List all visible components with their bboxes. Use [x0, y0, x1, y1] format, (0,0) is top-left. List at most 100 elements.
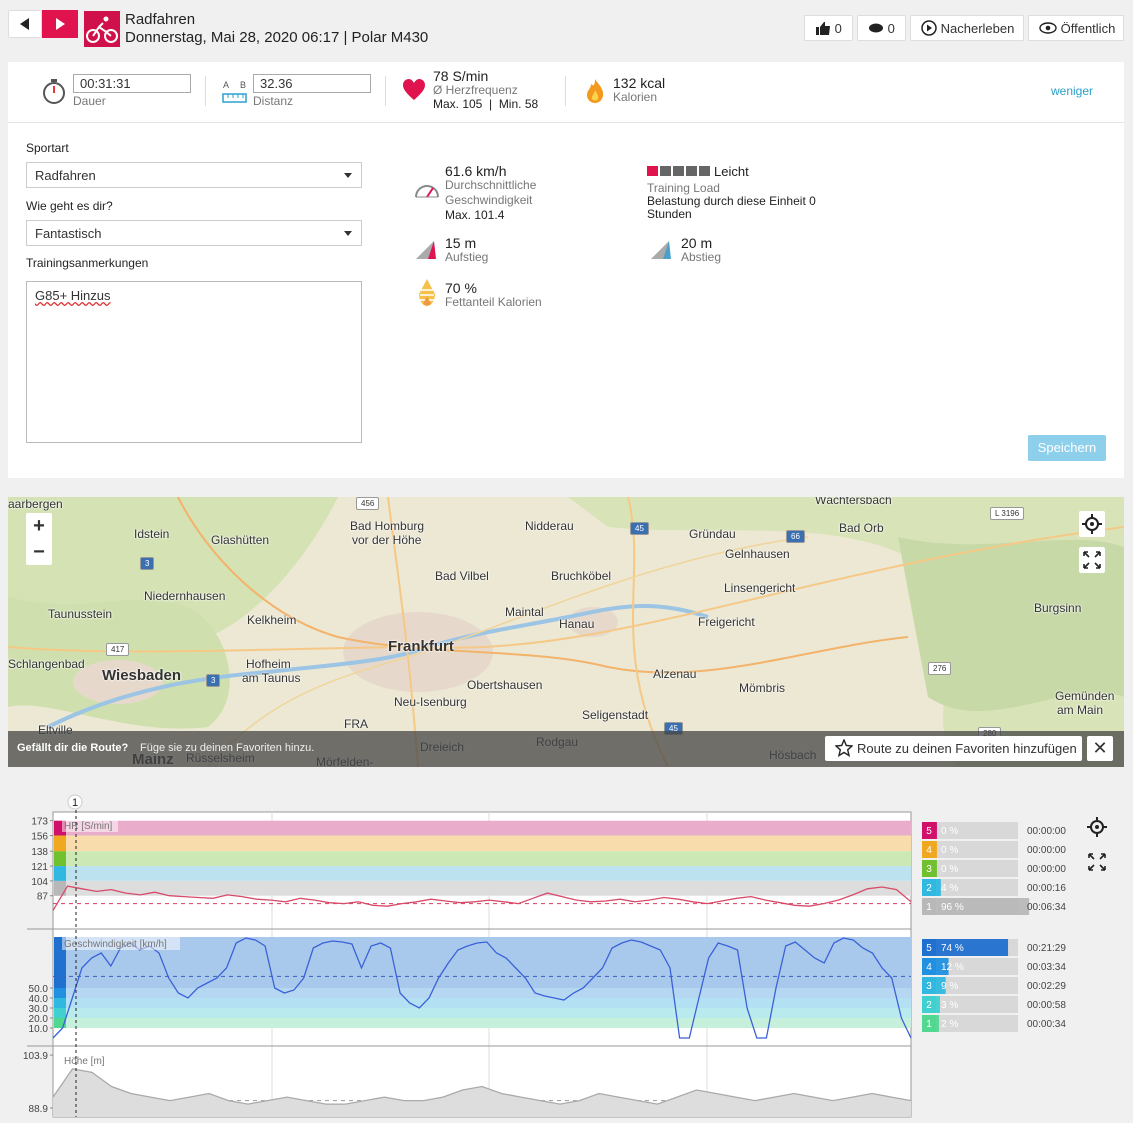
zone-number: 4	[926, 845, 932, 856]
duration-input[interactable]: 00:31:31	[73, 74, 191, 93]
kcal-label: Kalorien	[613, 90, 658, 104]
zone-time: 00:00:00	[1027, 845, 1066, 856]
map-label: vor der Höhe	[352, 533, 422, 547]
map-label: Glashütten	[211, 533, 270, 547]
map-label: Idstein	[134, 527, 170, 541]
ascent-icon	[416, 241, 436, 259]
fullscreen-button[interactable]	[1079, 547, 1105, 573]
zone-marker	[54, 880, 66, 896]
close-banner[interactable]: ✕	[1087, 736, 1113, 761]
zone-percent: 0 %	[941, 864, 958, 875]
zone-marker	[54, 1008, 66, 1018]
zone-marker	[54, 988, 66, 998]
likes: 0	[834, 21, 842, 36]
y-tick-label: 20.0	[29, 1014, 49, 1025]
zone-number-box	[922, 1015, 936, 1032]
map-label: Bad Vilbel	[435, 569, 489, 583]
duration-label: Dauer	[73, 94, 106, 108]
map-label: Burgsinn	[1034, 601, 1082, 615]
like-button[interactable]: 0	[804, 15, 853, 41]
forward-button[interactable]	[42, 10, 78, 38]
zone-percent: 0 %	[941, 845, 958, 856]
zone-percent: 74 %	[941, 943, 964, 954]
zone-time: 00:06:34	[1027, 902, 1066, 913]
road-shield: 456	[356, 497, 380, 510]
locate-button[interactable]	[1079, 511, 1105, 537]
map-label: am Main	[1057, 703, 1104, 717]
zone-band	[54, 835, 911, 852]
zone-marker	[54, 866, 66, 881]
y-tick-label: 103.9	[23, 1051, 48, 1062]
zone-bar-bg	[937, 996, 1018, 1013]
road-shield: 3	[206, 674, 221, 687]
hr-value: 78 S/min	[433, 68, 489, 84]
load-value: Leicht	[714, 164, 749, 179]
map-label: Hofheim	[246, 657, 291, 671]
zone-number: 5	[926, 943, 932, 954]
map-label: Schlangenbad	[8, 657, 85, 671]
map-label: Frankfurt	[388, 638, 454, 655]
fat-value: 70 %	[445, 280, 477, 296]
zone-number-box	[922, 977, 936, 994]
map[interactable]: aarbergen Idstein Glashütten Bad Homburg vor…	[8, 497, 1124, 767]
zone-number-box	[922, 939, 936, 956]
back-button[interactable]	[8, 10, 42, 38]
fat-label: Fettanteil Kalorien	[445, 295, 542, 309]
save-button[interactable]: Speichern	[1028, 435, 1106, 461]
zone-bar-bg	[937, 860, 1018, 877]
icon	[20, 18, 29, 30]
speed-max: Max. 101.4	[445, 208, 505, 222]
sport-label: Sportart	[26, 141, 69, 155]
zone-number: 3	[926, 981, 932, 992]
ascent-value: 15 m	[445, 235, 477, 251]
descent-value: 20 m	[681, 235, 713, 251]
zoom-controls[interactable]: + −	[26, 513, 52, 565]
feeling-select[interactable]: Fantastisch	[26, 220, 362, 246]
road-shield: 276	[928, 662, 952, 675]
sport-select[interactable]: Radfahren	[26, 162, 362, 188]
speed-icon	[415, 185, 439, 198]
zone-bar	[922, 898, 1030, 915]
less-link[interactable]: weniger	[1051, 84, 1094, 98]
zone-percent: 9 %	[941, 981, 958, 992]
load-meter	[647, 166, 710, 176]
notes-text: G85+ Hinzus	[35, 288, 111, 303]
hr-label: Ø Herzfrequenz	[433, 83, 518, 97]
favorite-button[interactable]: Route zu deinen Favoriten hinzufügen	[825, 736, 1082, 761]
zone-number-box	[922, 996, 936, 1013]
zone-bar-bg	[937, 1015, 1018, 1032]
zone-marker	[54, 851, 66, 867]
zone-number: 1	[926, 1019, 932, 1030]
map-label: Freigericht	[698, 615, 755, 629]
chart-fullscreen[interactable]	[1085, 850, 1109, 874]
replay-button[interactable]: Nacherleben	[910, 15, 1024, 41]
zone-number: 5	[926, 826, 932, 837]
chart-settings[interactable]	[1085, 815, 1109, 839]
map-label: Bad Orb	[839, 521, 884, 535]
zone-bar-bg	[937, 977, 1018, 994]
zone-percent: 96 %	[941, 902, 964, 913]
zone-band	[54, 880, 911, 896]
notes-textarea[interactable]: G85+ Hinzus	[26, 281, 362, 443]
distance-label: Distanz	[253, 94, 294, 108]
comment-button[interactable]: 0	[857, 15, 906, 41]
visibility-button[interactable]: Öffentlich	[1028, 15, 1124, 41]
banner-text: Füge sie zu deinen Favoriten hinzu.	[140, 742, 315, 754]
zone-number: 4	[926, 962, 932, 973]
y-tick-label: 30.0	[29, 1004, 49, 1015]
y-tick-label: 104	[31, 877, 48, 888]
map-base	[8, 497, 1124, 767]
y-tick-label: 40.0	[29, 994, 49, 1005]
zone-number-box	[922, 841, 936, 858]
map-label: Maintal	[505, 605, 544, 619]
distance-input[interactable]: 32.36	[253, 74, 371, 93]
visibility-label: Öffentlich	[1060, 21, 1116, 36]
zone-bar-bg	[937, 958, 1018, 975]
zone-percent: 4 %	[941, 883, 958, 894]
zone-bar-bg	[937, 879, 1018, 896]
zone-time: 00:02:29	[1027, 981, 1066, 992]
map-label: Alzenau	[653, 667, 697, 681]
ruler-icon	[222, 93, 247, 103]
